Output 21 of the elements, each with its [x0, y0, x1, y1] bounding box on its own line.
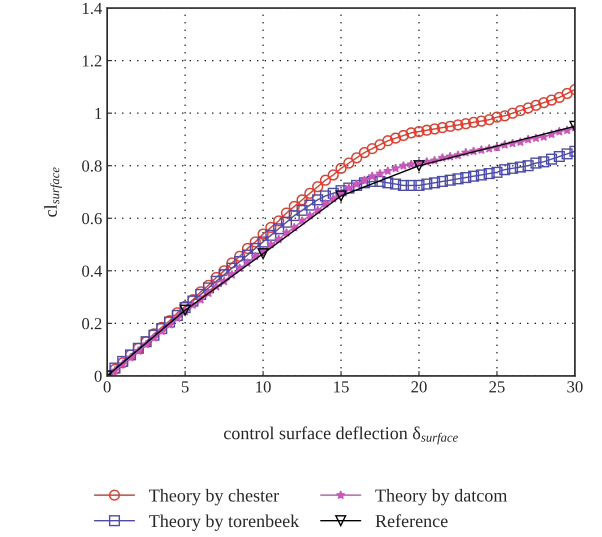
x-tick-label: 0 [104, 381, 111, 392]
legend-label: Theory by chester [149, 488, 279, 506]
legend-label: Theory by datcom [375, 488, 508, 506]
y-tick-label: 0.4 [82, 266, 102, 277]
y-tick-label: 0.2 [82, 318, 102, 330]
x-tick-label: 25 [489, 381, 505, 392]
legend-label: Reference [376, 514, 448, 528]
y-axis-title: cl$_{surface}$ [44, 167, 62, 217]
x-tick-label: 30 [567, 381, 583, 392]
y-tick-label: 0 [94, 370, 102, 382]
x-axis-title: control surface deflection δ$_{surface}$ [224, 426, 458, 444]
x-tick-label: 10 [256, 381, 271, 392]
y-tick-label: 1.2 [82, 55, 102, 67]
x-tick-label: 15 [334, 381, 349, 392]
x-tick-label: 5 [182, 381, 189, 392]
y-tick-label: 1.4 [82, 2, 102, 14]
y-tick-label: 1 [95, 108, 102, 119]
legend-label: Theory by torenbeek [149, 514, 300, 531]
y-tick-label: 0.8 [82, 160, 102, 172]
x-tick-label: 20 [411, 381, 427, 392]
y-tick-label: 0.6 [82, 212, 102, 224]
